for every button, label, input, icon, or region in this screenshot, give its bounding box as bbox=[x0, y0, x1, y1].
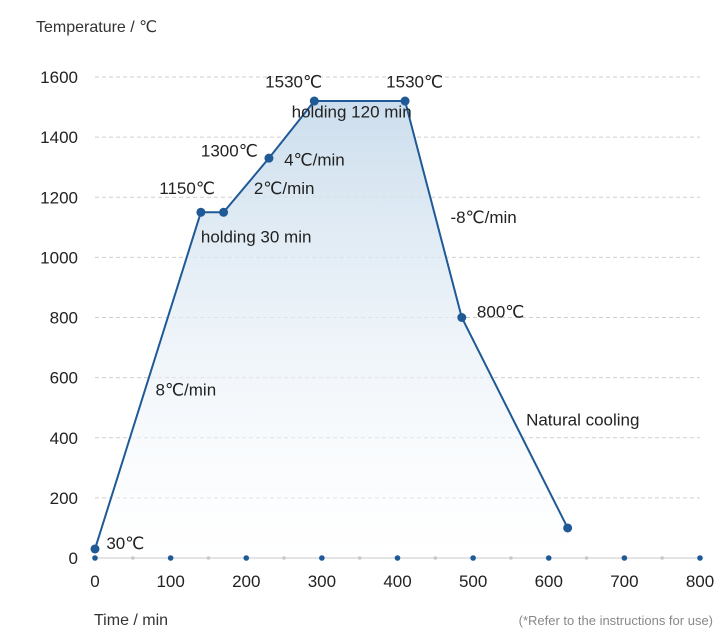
annotation-label: holding 30 min bbox=[201, 227, 312, 246]
x-tick-label: 800 bbox=[686, 572, 714, 591]
x-minor-tick bbox=[584, 556, 589, 560]
x-minor-tick bbox=[660, 556, 664, 560]
footnote: (*Refer to the instructions for use) bbox=[519, 613, 713, 628]
data-point bbox=[90, 544, 100, 554]
annotation-label: 1530℃ bbox=[386, 73, 443, 92]
y-tick-labels: 0 200 400 600 800 1000 1200 1400 1600 bbox=[40, 68, 78, 568]
x-tick-label: 500 bbox=[459, 572, 487, 591]
x-minor-tick bbox=[206, 556, 211, 560]
data-point bbox=[457, 313, 467, 322]
x-minor-tick bbox=[282, 556, 286, 560]
x-tick-mark bbox=[319, 555, 325, 561]
x-tick-label: 400 bbox=[383, 572, 411, 591]
x-tick-label: 700 bbox=[610, 572, 638, 591]
x-tick-labels: 0 100 200 300 400 500 600 700 800 bbox=[90, 572, 714, 591]
y-tick-label: 0 bbox=[69, 549, 78, 568]
annotation-label: 1150℃ bbox=[159, 179, 215, 198]
annotation-label: holding 120 min bbox=[292, 103, 412, 122]
annotation-label: 2℃/min bbox=[254, 179, 315, 198]
data-point bbox=[563, 523, 573, 533]
annotations: 30℃ 1150℃ holding 30 min 8℃/min 2℃/min 1300℃ 4… bbox=[106, 73, 639, 553]
x-tick-label: 600 bbox=[535, 572, 563, 591]
data-point bbox=[219, 207, 229, 217]
annotation-label: 30℃ bbox=[106, 534, 144, 553]
x-tick-mark bbox=[394, 555, 401, 561]
x-tick-label: 200 bbox=[232, 572, 260, 591]
annotation-label: 4℃/min bbox=[284, 151, 345, 170]
annotation-label: 1300℃ bbox=[201, 142, 258, 161]
annotation-label: 1530℃ bbox=[265, 73, 322, 92]
x-tick-mark bbox=[470, 555, 476, 561]
y-tick-label: 1200 bbox=[40, 188, 78, 207]
x-minor-tick bbox=[509, 556, 513, 560]
y-axis-title: Temperature / ℃ bbox=[36, 19, 157, 36]
x-tick-label: 100 bbox=[156, 572, 184, 591]
y-tick-label: 1000 bbox=[40, 248, 78, 267]
y-tick-label: 200 bbox=[50, 489, 78, 508]
area-under-curve bbox=[95, 101, 568, 559]
data-point bbox=[196, 207, 206, 217]
x-axis-title: Time / min bbox=[94, 612, 168, 629]
data-points bbox=[90, 96, 573, 554]
x-tick-label: 300 bbox=[308, 572, 336, 591]
y-tick-label: 800 bbox=[50, 309, 78, 328]
x-tick-mark bbox=[697, 555, 703, 561]
data-point bbox=[309, 96, 319, 106]
x-tick-mark bbox=[167, 555, 174, 561]
data-point bbox=[400, 96, 410, 106]
x-minor-tick bbox=[131, 556, 135, 560]
data-point bbox=[264, 153, 274, 163]
x-tick-label: 0 bbox=[90, 572, 99, 591]
annotation-label: Natural cooling bbox=[526, 411, 639, 430]
x-tick-mark bbox=[545, 555, 552, 561]
annotation-label: 8℃/min bbox=[156, 381, 217, 400]
annotation-label: -8℃/min bbox=[450, 208, 516, 227]
y-tick-label: 1600 bbox=[40, 68, 78, 87]
x-tick-mark bbox=[621, 555, 628, 561]
x-minor-tick bbox=[357, 556, 362, 560]
area-fill bbox=[95, 101, 568, 559]
y-tick-label: 1400 bbox=[40, 128, 78, 147]
y-tick-label: 600 bbox=[50, 369, 78, 388]
x-minor-tick bbox=[433, 556, 438, 560]
annotation-label: 800℃ bbox=[477, 303, 524, 322]
y-tick-label: 400 bbox=[50, 429, 78, 448]
x-tick-mark bbox=[243, 555, 250, 561]
x-axis bbox=[92, 555, 703, 561]
x-tick-mark bbox=[92, 555, 98, 561]
